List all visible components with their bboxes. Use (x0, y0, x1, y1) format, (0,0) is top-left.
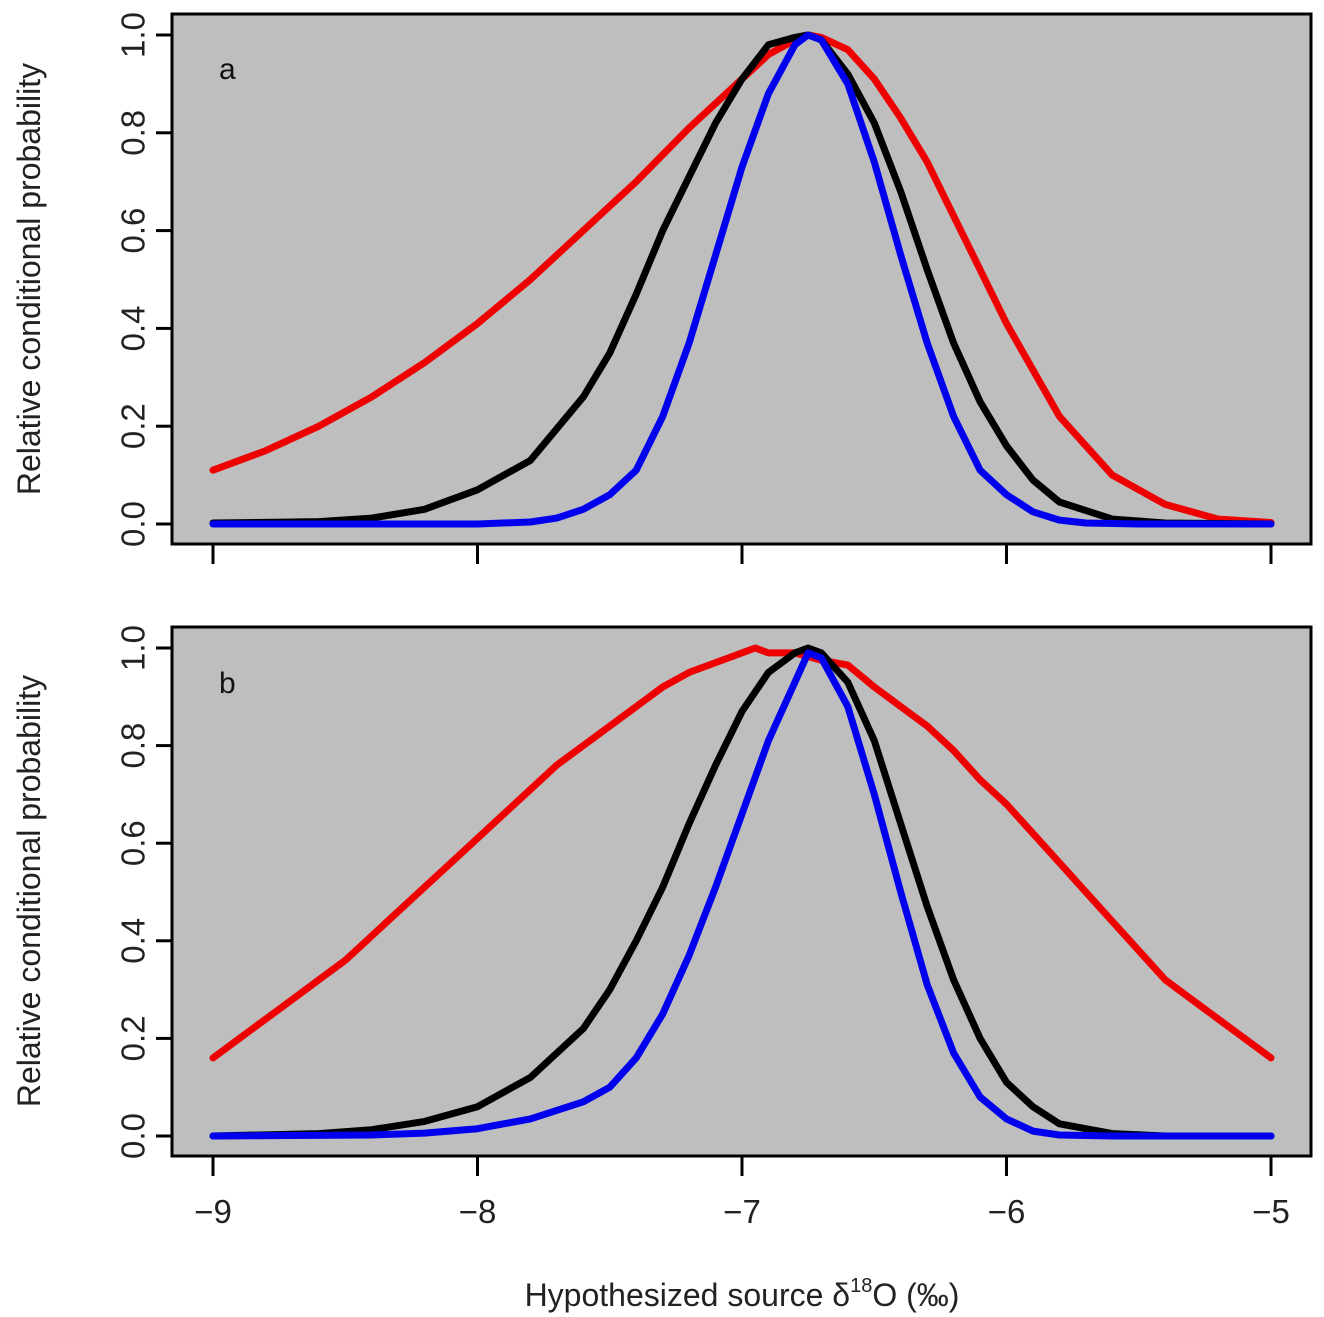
panel-b-blue-line (209, 649, 1275, 1140)
panel-b-x-tick-label: −8 (459, 1193, 497, 1230)
panel-b-series (209, 644, 1275, 1140)
panel-a-y-tick-label: 0.6 (115, 208, 152, 254)
panel-a-plot-area (170, 12, 1313, 546)
panel-a-y-tick-label: 0.8 (115, 110, 152, 156)
panel-a-y-tick-label: 0.4 (115, 305, 152, 351)
panel-b-x-tick-label: −6 (988, 1193, 1026, 1230)
panel-b-x-tick-label: −7 (723, 1193, 761, 1230)
panel-a-ylabel: Relative conditional probability (11, 63, 47, 495)
panel-b-y-tick-label: 0.4 (115, 918, 152, 964)
panel-a-blue-line (209, 31, 1275, 528)
panel-a-ticks: 0.0 0.2 0.4 0.6 0.8 1.0 (115, 12, 1273, 564)
panel-a-label: a (219, 53, 236, 86)
x-axis-title-sup: 18 (850, 1275, 872, 1297)
panel-a: 0.0 0.2 0.4 0.6 0.8 1.0 a Relative conditiona… (11, 12, 1313, 564)
panel-a-series (209, 31, 1275, 528)
panel-b-ticks: 0.0 0.2 0.4 0.6 0.8 1.0 −9 −8 −7 −6 −5 (115, 625, 1290, 1230)
panel-b-y-tick-label: 1.0 (115, 625, 152, 671)
x-axis-title-base: Hypothesized source δ (525, 1277, 851, 1313)
panel-b-red-line (209, 644, 1275, 1062)
panel-b-x-tick-label: −5 (1252, 1193, 1290, 1230)
panel-b-y-tick-label: 0.8 (115, 723, 152, 769)
x-axis-title-tail: O (‰) (872, 1277, 959, 1313)
panel-b: 0.0 0.2 0.4 0.6 0.8 1.0 −9 −8 −7 −6 −5 b Relative … (11, 625, 1313, 1230)
x-axis-title: Hypothesized source δ18O (‰) (525, 1275, 960, 1313)
panel-a-y-tick-label: 0.2 (115, 403, 152, 449)
panel-b-label: b (219, 667, 236, 700)
panel-a-y-tick-label: 0.0 (115, 501, 152, 547)
panel-b-y-tick-label: 0.0 (115, 1113, 152, 1159)
panel-a-black-line (209, 31, 1275, 528)
panel-b-black-line (209, 644, 1275, 1140)
panel-b-x-tick-label: −9 (194, 1193, 232, 1230)
panel-b-ylabel: Relative conditional probability (11, 675, 47, 1107)
panel-a-y-tick-label: 1.0 (115, 12, 152, 58)
panel-b-y-tick-label: 0.6 (115, 820, 152, 866)
panel-b-y-tick-label: 0.2 (115, 1015, 152, 1061)
